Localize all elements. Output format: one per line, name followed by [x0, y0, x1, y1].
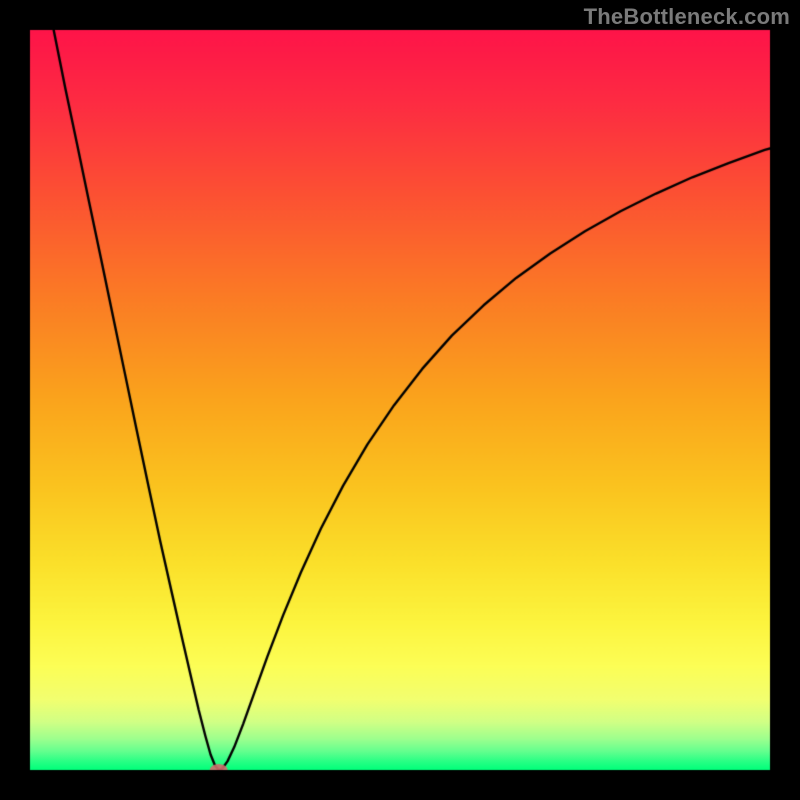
- bottleneck-chart: TheBottleneck.com: [0, 0, 800, 800]
- chart-canvas: [0, 0, 800, 800]
- watermark-text: TheBottleneck.com: [584, 4, 790, 30]
